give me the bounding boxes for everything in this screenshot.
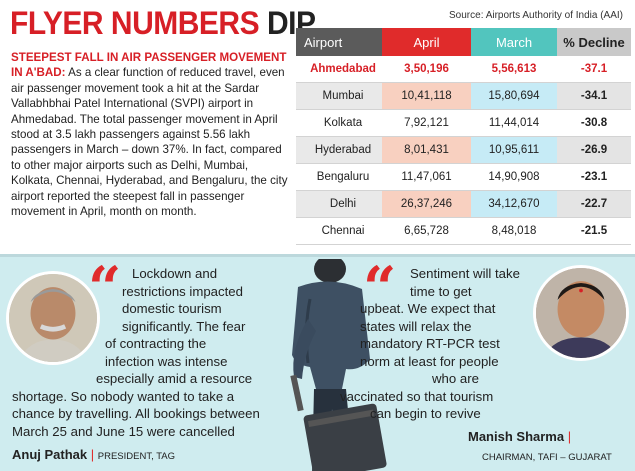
table-row: Ahmedabad 3,50,196 5,56,613 -37.1	[296, 56, 631, 84]
passenger-table: Airport April March % Decline Ahmedabad …	[296, 28, 631, 245]
cell-april: 26,37,246	[382, 190, 471, 218]
cell-airport: Kolkata	[296, 109, 382, 138]
cell-airport: Hyderabad	[296, 136, 382, 165]
cell-march: 15,80,694	[471, 82, 557, 111]
quote-line: shortage. So nobody wanted to take a	[12, 388, 235, 404]
quote-line: vaccinated so that tourism	[340, 388, 494, 404]
quote-line: domestic tourism	[122, 301, 222, 316]
cell-decline: -34.1	[557, 82, 631, 111]
quote-line: mandatory RT-PCR test	[360, 336, 500, 351]
table-row: Delhi 26,37,246 34,12,670 -22.7	[296, 190, 631, 218]
cell-airport: Delhi	[296, 190, 382, 218]
cell-march: 8,48,018	[471, 217, 557, 245]
cell-decline: -22.7	[557, 190, 631, 218]
cell-april: 8,01,431	[382, 136, 471, 165]
headline: FLYER NUMBERS DIP	[10, 6, 316, 43]
traveller-illustration	[290, 259, 387, 471]
cell-airport: Ahmedabad	[296, 56, 382, 84]
quote-manish-sharma: Sentiment will take time to get upbeat. …	[340, 265, 546, 423]
speaker-name: Manish Sharma	[468, 429, 565, 444]
cell-march: 14,90,908	[471, 163, 557, 191]
header-decline: % Decline	[557, 28, 631, 56]
cell-april: 7,92,121	[382, 109, 471, 138]
quote-line: time to get	[410, 283, 472, 299]
quotes-panel: “ “ Lockdown and restrictions impacted d…	[0, 254, 635, 471]
cell-april: 6,65,728	[382, 217, 471, 245]
cell-decline: -21.5	[557, 217, 631, 245]
intro-lead: STEEPEST FALL IN AIR PASSENGER MOVEMENT …	[11, 51, 287, 80]
header-march: March	[471, 28, 557, 56]
table-row: Mumbai 10,41,118 15,80,694 -34.1	[296, 82, 631, 111]
cell-march: 5,56,613	[471, 56, 557, 84]
speaker-name-left: Anuj Pathak | PRESIDENT, TAG	[12, 447, 175, 462]
speaker-role-right: CHAIRMAN, TAFI – GUJARAT	[482, 452, 612, 463]
table-row: Hyderabad 8,01,431 10,95,611 -26.9	[296, 136, 631, 165]
headline-part1: FLYER NUMBERS	[10, 6, 260, 42]
quote-open-icon: “	[363, 254, 397, 322]
manish-sharma-photo	[533, 265, 629, 361]
name-separator: |	[567, 429, 572, 444]
quote-line: Lockdown and	[132, 266, 218, 281]
speaker-name: Anuj Pathak	[12, 447, 88, 462]
quote-line: significantly. The fear	[122, 318, 246, 334]
intro-body: As a clear function of reduced travel, e…	[11, 66, 288, 219]
quote-line: who are	[432, 371, 479, 386]
source-credit: Source: Airports Authority of India (AAI…	[449, 10, 623, 21]
quote-anuj-pathak: Lockdown and restrictions impacted domes…	[12, 265, 272, 440]
quote-line: can begin to revive	[370, 406, 481, 421]
quote-line: states will relax the	[360, 318, 472, 334]
quote-line: infection was intense	[105, 353, 228, 369]
quote-line: norm at least for people	[360, 353, 499, 369]
speaker-role: PRESIDENT, TAG	[97, 451, 176, 462]
quote-line: chance by travelling. All bookings betwe…	[12, 406, 260, 421]
cell-april: 3,50,196	[382, 56, 471, 84]
cell-decline: -23.1	[557, 163, 631, 191]
table-row: Bengaluru 11,47,061 14,90,908 -23.1	[296, 163, 631, 191]
anuj-pathak-photo	[6, 271, 100, 365]
cell-decline: -30.8	[557, 109, 631, 138]
cell-airport: Mumbai	[296, 82, 382, 111]
quote-open-icon: “	[88, 254, 122, 322]
header-april: April	[382, 28, 471, 56]
table-row: Chennai 6,65,728 8,48,018 -21.5	[296, 217, 631, 245]
cell-march: 10,95,611	[471, 136, 557, 165]
cell-march: 11,44,014	[471, 109, 557, 138]
speaker-name-right: Manish Sharma |	[468, 429, 571, 444]
cell-decline: -37.1	[557, 56, 631, 84]
intro-paragraph: STEEPEST FALL IN AIR PASSENGER MOVEMENT …	[11, 50, 289, 219]
quote-line: of contracting the	[105, 336, 207, 351]
cell-decline: -26.9	[557, 136, 631, 165]
header-airport: Airport	[296, 28, 382, 56]
quote-line: especially amid a resource	[96, 371, 253, 386]
cell-march: 34,12,670	[471, 190, 557, 218]
quote-line: Sentiment will take	[410, 266, 520, 281]
cell-airport: Chennai	[296, 217, 382, 245]
table-row: Kolkata 7,92,121 11,44,014 -30.8	[296, 109, 631, 138]
cell-april: 10,41,118	[382, 82, 471, 111]
cell-airport: Bengaluru	[296, 163, 382, 191]
quote-line: March 25 and June 15 were cancelled	[12, 423, 235, 439]
cell-april: 11,47,061	[382, 163, 471, 191]
quote-line: upbeat. We expect that	[360, 301, 496, 316]
table-header-row: Airport April March % Decline	[296, 28, 631, 56]
quote-line: restrictions impacted	[122, 283, 243, 299]
name-separator: |	[90, 447, 95, 462]
